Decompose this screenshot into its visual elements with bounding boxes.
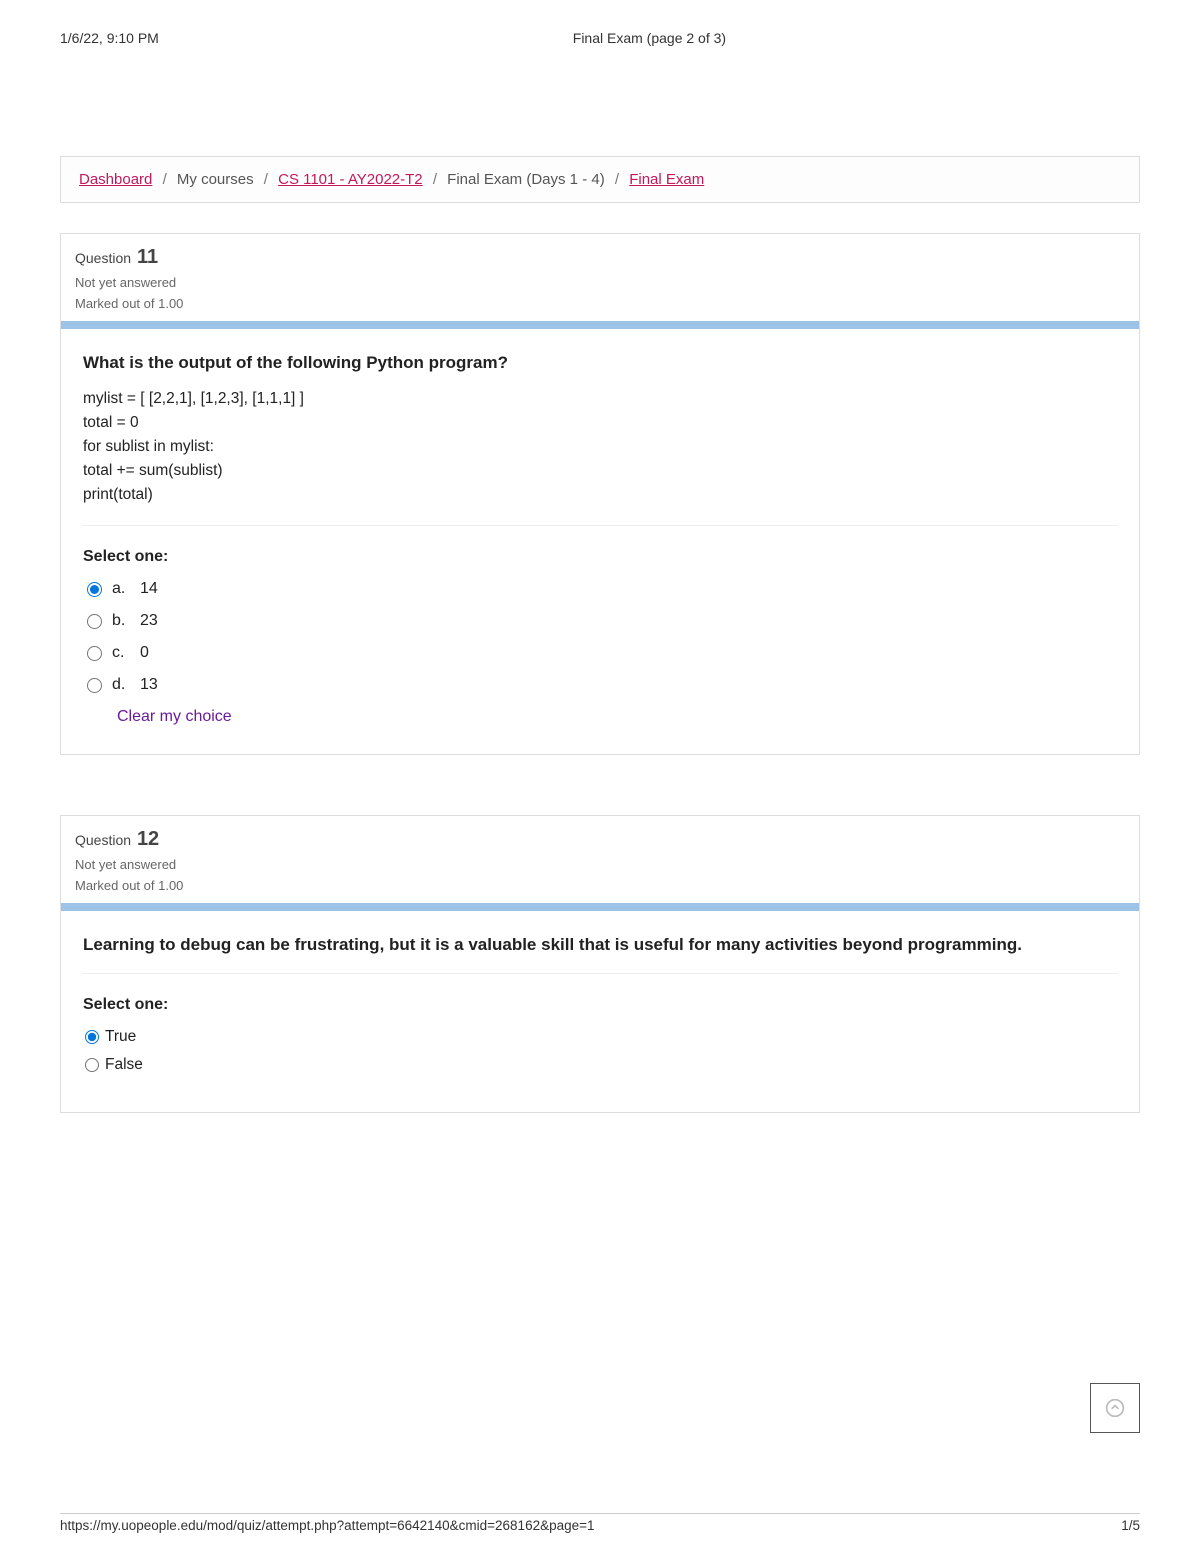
question-label: Question bbox=[75, 832, 131, 848]
option-true-radio[interactable] bbox=[85, 1030, 99, 1044]
option-text: 13 bbox=[140, 676, 158, 694]
breadcrumb-course-link[interactable]: CS 1101 - AY2022-T2 bbox=[278, 171, 423, 188]
breadcrumb-sep: / bbox=[264, 171, 268, 188]
question-body: What is the output of the following Pyth… bbox=[61, 329, 1139, 754]
divider bbox=[83, 525, 1117, 526]
question-title: Question 11 bbox=[75, 246, 1125, 269]
divider-bar bbox=[61, 903, 1139, 911]
question-status: Not yet answered bbox=[75, 275, 1125, 290]
print-header: 1/6/22, 9:10 PM Final Exam (page 2 of 3) bbox=[60, 30, 1140, 46]
breadcrumb-sep: / bbox=[615, 171, 619, 188]
question-prompt: Learning to debug can be frustrating, bu… bbox=[83, 935, 1117, 955]
question-body: Learning to debug can be frustrating, bu… bbox=[61, 911, 1139, 1112]
option-false-radio[interactable] bbox=[85, 1058, 99, 1072]
option-text: 14 bbox=[140, 580, 158, 598]
option-text: 0 bbox=[140, 644, 149, 662]
question-mark: Marked out of 1.00 bbox=[75, 878, 1125, 893]
option-c-radio[interactable] bbox=[87, 646, 102, 661]
option-false[interactable]: False bbox=[83, 1056, 1117, 1074]
question-header: Question 12 Not yet answered Marked out … bbox=[61, 816, 1139, 903]
breadcrumb-section: Final Exam (Days 1 - 4) bbox=[447, 171, 605, 188]
breadcrumb-dashboard-link[interactable]: Dashboard bbox=[79, 171, 152, 188]
option-text: True bbox=[105, 1028, 136, 1046]
question-status: Not yet answered bbox=[75, 857, 1125, 872]
option-letter: a. bbox=[112, 580, 140, 598]
footer-url: https://my.uopeople.edu/mod/quiz/attempt… bbox=[60, 1518, 595, 1533]
question-prompt: What is the output of the following Pyth… bbox=[83, 353, 1117, 373]
print-header-left: 1/6/22, 9:10 PM bbox=[60, 30, 159, 46]
breadcrumb-sep: / bbox=[433, 171, 437, 188]
option-a[interactable]: a. 14 bbox=[83, 580, 1117, 598]
footer-page: 1/5 bbox=[1121, 1518, 1140, 1533]
select-one-label: Select one: bbox=[83, 996, 1117, 1014]
question-label: Question bbox=[75, 250, 131, 266]
option-letter: d. bbox=[112, 676, 140, 694]
breadcrumb: Dashboard / My courses / CS 1101 - AY202… bbox=[60, 156, 1140, 203]
question-number: 11 bbox=[137, 246, 158, 268]
option-true[interactable]: True bbox=[83, 1028, 1117, 1046]
option-letter: c. bbox=[112, 644, 140, 662]
breadcrumb-sep: / bbox=[163, 171, 167, 188]
scroll-to-top-button[interactable] bbox=[1090, 1383, 1140, 1433]
code-block: mylist = [ [2,2,1], [1,2,3], [1,1,1] ] t… bbox=[83, 387, 1117, 507]
divider bbox=[83, 973, 1117, 974]
option-text: 23 bbox=[140, 612, 158, 630]
breadcrumb-my-courses: My courses bbox=[177, 171, 254, 188]
question-12-card: Question 12 Not yet answered Marked out … bbox=[60, 815, 1140, 1113]
option-d[interactable]: d. 13 bbox=[83, 676, 1117, 694]
question-number: 12 bbox=[137, 828, 159, 850]
chevron-up-icon bbox=[1105, 1398, 1125, 1418]
question-title: Question 12 bbox=[75, 828, 1125, 851]
option-letter: b. bbox=[112, 612, 140, 630]
question-mark: Marked out of 1.00 bbox=[75, 296, 1125, 311]
print-footer: https://my.uopeople.edu/mod/quiz/attempt… bbox=[60, 1513, 1140, 1533]
option-b[interactable]: b. 23 bbox=[83, 612, 1117, 630]
option-text: False bbox=[105, 1056, 143, 1074]
divider-bar bbox=[61, 321, 1139, 329]
question-11-card: Question 11 Not yet answered Marked out … bbox=[60, 233, 1140, 755]
option-c[interactable]: c. 0 bbox=[83, 644, 1117, 662]
breadcrumb-item-link[interactable]: Final Exam bbox=[629, 171, 704, 188]
option-d-radio[interactable] bbox=[87, 678, 102, 693]
clear-my-choice-link[interactable]: Clear my choice bbox=[117, 708, 1117, 726]
option-a-radio[interactable] bbox=[87, 582, 102, 597]
option-b-radio[interactable] bbox=[87, 614, 102, 629]
select-one-label: Select one: bbox=[83, 548, 1117, 566]
print-header-center: Final Exam (page 2 of 3) bbox=[573, 30, 726, 46]
question-header: Question 11 Not yet answered Marked out … bbox=[61, 234, 1139, 321]
